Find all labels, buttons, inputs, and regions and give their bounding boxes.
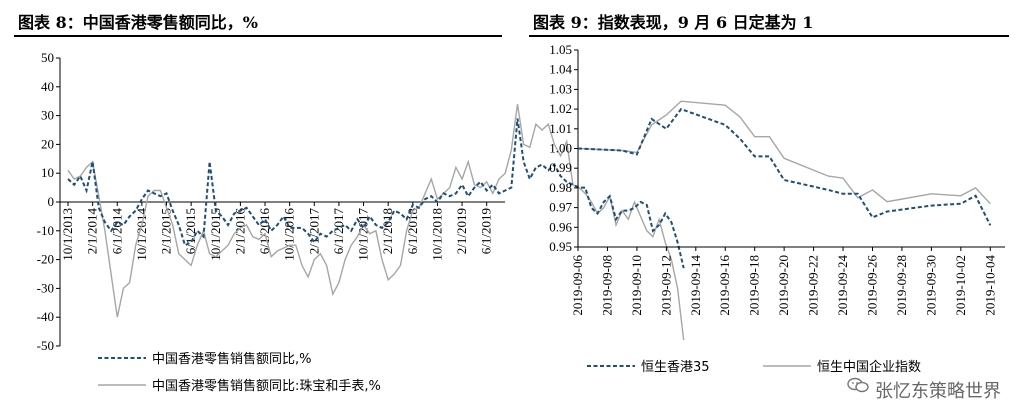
x-tick-label: 2/1/2016 <box>232 208 247 255</box>
y-tick-label: 10 <box>41 165 54 180</box>
legend-label: 恒生中国企业指数 <box>817 359 921 375</box>
x-tick-label: 10/1/2014 <box>134 208 149 261</box>
x-tick-label: 2019-09-28 <box>894 255 909 316</box>
y-tick-label: 1.03 <box>549 81 572 96</box>
x-tick-label: 10/1/2018 <box>429 208 444 261</box>
series-line-hs-china-enterprises <box>577 100 991 205</box>
x-tick-label: 2/1/2018 <box>380 208 395 254</box>
x-tick-label: 2019-10-04 <box>982 255 997 316</box>
x-tick-label: 2/1/2017 <box>306 208 321 255</box>
y-tick-label: 50 <box>41 50 54 65</box>
wechat-icon <box>847 377 869 399</box>
watermark: 张忆东策略世界 <box>847 377 1001 403</box>
x-tick-label: 6/1/2016 <box>257 208 272 255</box>
x-tick-label: 2/1/2019 <box>454 208 469 254</box>
chart-panel-index-performance: 图表 9：指数表现，9 月 6 日定基为 1 1.05 1.04 1.03 1.02 1… <box>515 0 1017 409</box>
chart-title-right: 图表 9：指数表现，9 月 6 日定基为 1 <box>533 13 814 32</box>
y-tick-label: -30 <box>37 280 54 295</box>
y-tick-label: 1.01 <box>549 121 572 136</box>
x-tick-label: 10/1/2013 <box>60 208 75 261</box>
y-tick-label: 1.05 <box>549 42 572 57</box>
x-tick-label: 2019-09-22 <box>806 255 821 316</box>
x-tick-label: 2019-09-16 <box>717 255 732 316</box>
y-tick-label: 20 <box>41 136 54 151</box>
y-tick-label: -20 <box>37 252 54 267</box>
x-tick-label: 6/1/2017 <box>331 208 346 255</box>
y-tick-label: 0.95 <box>549 239 572 254</box>
x-tick-label: 6/1/2019 <box>479 208 494 254</box>
y-tick-label: 0.96 <box>549 219 572 234</box>
y-tick-label: 1.02 <box>549 101 572 116</box>
x-tick-label: 2019-09-30 <box>923 255 938 316</box>
x-tick-label: 2019-09-10 <box>629 255 644 316</box>
legend-label: 恒生香港35 <box>641 360 710 375</box>
x-tick-label: 2019-09-06 <box>570 255 585 316</box>
series-line-retail-sales <box>67 118 685 269</box>
x-tick-label: 6/1/2015 <box>183 208 198 254</box>
x-tick-label: 2/1/2015 <box>159 208 174 254</box>
series-line-hs-hk35 <box>577 107 992 226</box>
legend-label: 中国香港零售销售额同比:珠宝和手表,% <box>152 378 381 394</box>
x-tick-label: 2019-09-18 <box>747 255 762 316</box>
x-tick-label: 10/1/2017 <box>356 208 371 261</box>
x-tick-label: 2019-09-20 <box>776 255 791 316</box>
x-tick-label: 2019-09-26 <box>864 255 879 316</box>
x-tick-label: 2019-10-02 <box>953 255 968 316</box>
x-tick-label: 6/1/2014 <box>109 208 124 255</box>
y-tick-label: 30 <box>41 108 54 123</box>
title-rule-left <box>14 35 502 37</box>
x-tick-label: 2/1/2014 <box>85 208 100 255</box>
y-tick-label: 0.98 <box>549 180 572 195</box>
y-tick-label: 0 <box>48 194 55 209</box>
x-tick-label: 2019-09-24 <box>835 255 850 316</box>
y-tick-label: 0.97 <box>549 200 572 215</box>
y-tick-label: 1.04 <box>549 62 572 77</box>
watermark-text: 张忆东策略世界 <box>875 381 1001 402</box>
x-tick-label: 2019-09-08 <box>599 255 614 316</box>
chart-panel-retail-sales: 图表 8：中国香港零售额同比，% 50 40 30 20 10 0 -10 -20 -30 -40… <box>14 13 685 394</box>
y-tick-label: -40 <box>37 309 54 324</box>
x-tick-label: 2019-09-14 <box>688 255 703 316</box>
y-tick-label: 0.99 <box>549 160 572 175</box>
y-tick-label: -10 <box>37 223 54 238</box>
chart-svg-right: 1.05 1.04 1.03 1.02 1.01 1.00 0.99 0.98 0.97 0.96… <box>549 42 1005 375</box>
chart-title-left: 图表 8：中国香港零售额同比，% <box>18 13 258 32</box>
x-tick-label: 2019-09-12 <box>658 255 673 316</box>
chart-svg-left: 50 40 30 20 10 0 -10 -20 -30 -40 -50 10/1/2013 2/1/2… <box>37 50 685 394</box>
x-tick-label: 10/1/2015 <box>208 208 223 261</box>
title-rule-right <box>529 35 1009 37</box>
x-tick-label: 6/1/2018 <box>405 208 420 254</box>
legend-label: 中国香港零售销售额同比,% <box>152 351 312 367</box>
y-tick-label: 40 <box>41 79 54 94</box>
y-tick-label: 1.00 <box>549 141 572 156</box>
y-tick-label: -50 <box>37 338 54 353</box>
series-line-jewellery-watches <box>67 103 685 341</box>
x-tick-label: 10/1/2016 <box>282 208 297 261</box>
